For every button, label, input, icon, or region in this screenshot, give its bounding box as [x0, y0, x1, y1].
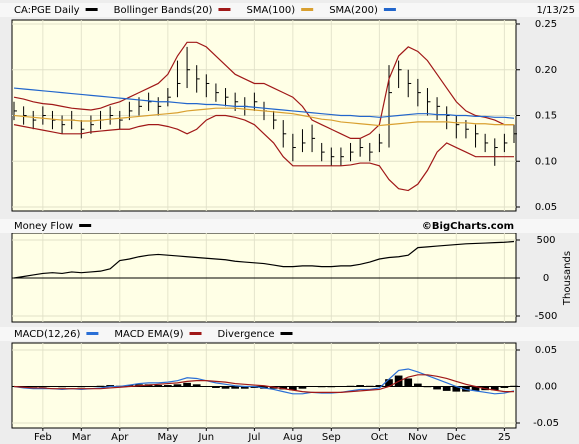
divergence-bar [346, 385, 355, 387]
divergence-bar [289, 386, 297, 391]
bollinger-upper [13, 41, 514, 139]
legend-swatch [383, 8, 396, 11]
divergence-bar [385, 379, 393, 387]
divergence-bar [471, 386, 480, 391]
series-line [13, 240, 515, 279]
header-strip [0, 3, 579, 17]
legend-label: CA:PGE Daily [14, 5, 80, 16]
x-tick-label: Jul [247, 432, 260, 443]
legend-label: Money Flow [14, 221, 73, 232]
divergence-bar [58, 386, 66, 388]
x-tick-label: 25 [498, 432, 511, 443]
divergence-bar [212, 386, 220, 388]
legend-label: SMA(100) [246, 5, 295, 16]
series-line [13, 374, 514, 393]
divergence-bar [327, 386, 336, 388]
divergence-bar [77, 386, 86, 388]
x-tick-label: May [158, 432, 179, 443]
legend-swatch [301, 8, 314, 11]
divergence-bar [221, 386, 230, 389]
legend-swatch [280, 332, 293, 335]
divergence-bar [164, 385, 172, 387]
divergence-bar [298, 386, 307, 389]
divergence-bar [39, 386, 47, 388]
divergence-bar [452, 386, 461, 392]
divergence-bar [356, 385, 364, 387]
divergence-bar [154, 385, 163, 387]
date-label: 1/13/25 [536, 5, 575, 16]
divergence-bar [510, 385, 518, 387]
legend-label: Divergence [218, 329, 275, 340]
y-tick-label: 0.20 [535, 65, 557, 76]
legend-swatch [86, 332, 99, 335]
series-line [13, 87, 515, 119]
divergence-bar [240, 386, 249, 389]
legend-label: SMA(200) [329, 5, 378, 16]
divergence-bar [442, 386, 451, 391]
y-tick-label: 0 [543, 273, 549, 284]
x-tick-label: Nov [408, 432, 428, 443]
x-tick-label: Aug [283, 432, 303, 443]
y-tick-label: 0.15 [535, 111, 557, 122]
divergence-bar [192, 384, 201, 387]
x-tick-label: Dec [447, 432, 466, 443]
divergence-bar [423, 386, 432, 388]
divergence-bar [404, 378, 413, 387]
legend-label: MACD(12,26) [14, 329, 81, 340]
divergence-bar [414, 383, 422, 387]
divergence-bar [125, 385, 134, 387]
y-tick-label: 0.05 [535, 345, 557, 356]
legend-swatch [79, 224, 92, 227]
x-tick-label: Oct [371, 432, 388, 443]
legend-swatch [218, 8, 231, 11]
divergence-bar [279, 386, 288, 390]
x-tick-label: Sep [322, 432, 341, 443]
divergence-bar [173, 384, 182, 387]
divergence-bar [317, 386, 326, 388]
divergence-bar [250, 386, 259, 388]
x-tick-label: Mar [72, 432, 92, 443]
divergence-bar [365, 385, 374, 387]
divergence-bar [106, 385, 114, 387]
y-axis-label: Thousands [562, 251, 573, 306]
y-tick-label: 0.00 [535, 382, 557, 393]
legend-swatch [189, 332, 202, 335]
x-tick-label: Feb [34, 432, 52, 443]
y-tick-label: 500 [536, 235, 555, 246]
legend-swatch [85, 8, 98, 11]
divergence-bar [29, 386, 38, 388]
divergence-bar [500, 386, 509, 388]
x-tick-label: Apr [111, 432, 129, 443]
y-tick-label: -500 [535, 311, 558, 322]
bollinger-lower [13, 114, 514, 192]
divergence-bar [490, 386, 499, 391]
source-label: ©BigCharts.com [422, 221, 514, 232]
y-tick-label: 0.10 [535, 156, 557, 167]
y-tick-label: -0.05 [533, 418, 559, 429]
legend-label: Bollinger Bands(20) [114, 5, 213, 16]
legend-label: MACD EMA(9) [114, 329, 183, 340]
x-tick-label: Jun [197, 432, 214, 443]
y-tick-label: 0.25 [535, 19, 557, 30]
series-line [13, 107, 514, 127]
divergence-bar [375, 385, 384, 387]
header-strip [0, 219, 579, 233]
divergence-bar [231, 386, 239, 389]
divergence-bar [96, 385, 105, 387]
divergence-bar [433, 386, 441, 390]
y-tick-label: 0.05 [535, 202, 557, 213]
divergence-bar [183, 382, 191, 387]
